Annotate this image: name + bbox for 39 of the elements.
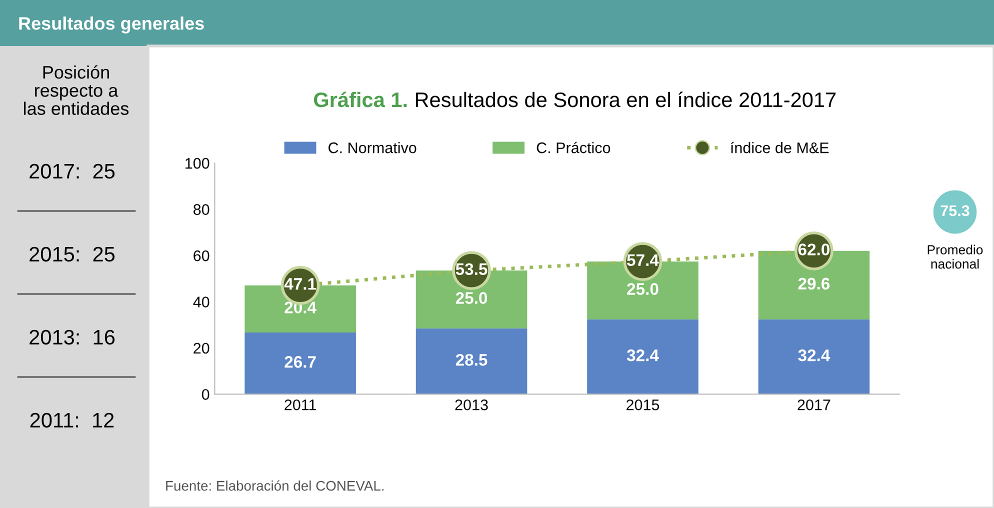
x-tick-label: 2011 <box>284 399 316 410</box>
data-label: 25.0 <box>627 283 658 295</box>
data-label: 29.6 <box>798 278 830 290</box>
data-label: 47.1 <box>284 278 316 290</box>
bar <box>244 332 356 394</box>
bar <box>416 328 528 394</box>
chart-title: Gráfica 1. <box>314 92 407 108</box>
x-tick-label: 2013 <box>455 399 488 410</box>
y-tick-label: 100 <box>186 158 210 169</box>
y-tick-label: 20 <box>194 342 210 354</box>
text: 2015: 25 <box>30 246 115 262</box>
x-tick-label: 2017 <box>798 399 830 410</box>
y-tick-label: 0 <box>202 389 210 400</box>
data-label: 32.4 <box>798 349 830 362</box>
text: Resultados generales <box>19 16 204 34</box>
text: 2017: 25 <box>30 164 115 179</box>
data-label: 32.4 <box>626 349 659 362</box>
text: 75.3 <box>940 205 970 216</box>
text: Posición respecto a las entidades <box>24 65 129 115</box>
data-label: 25.0 <box>456 292 488 304</box>
bar <box>587 319 698 394</box>
bar <box>758 319 870 394</box>
y-tick-label: 40 <box>193 296 210 308</box>
y-tick-label: 60 <box>194 250 210 262</box>
data-label: 62.0 <box>798 244 830 256</box>
data-label: 53.5 <box>456 263 488 276</box>
x-tick-label: 2015 <box>626 399 660 410</box>
data-label: 57.4 <box>627 254 659 266</box>
data-label: 26.7 <box>284 356 316 368</box>
text: 2013: 16 <box>30 330 115 345</box>
text: Promedio nacional <box>928 244 983 269</box>
legend-label: C. Normativo <box>328 142 416 154</box>
data-label: 28.5 <box>456 354 488 366</box>
source-note: Fuente: Elaboración del CONEVAL. <box>166 480 384 491</box>
text: 2011: 12 <box>30 412 114 428</box>
legend-label: índice de M&E <box>730 142 829 154</box>
legend-label: C. Práctico <box>536 142 610 154</box>
y-tick-label: 80 <box>194 204 210 215</box>
chart-subtitle: Resultados de Sonora en el índice 2011-2017 <box>416 92 836 108</box>
